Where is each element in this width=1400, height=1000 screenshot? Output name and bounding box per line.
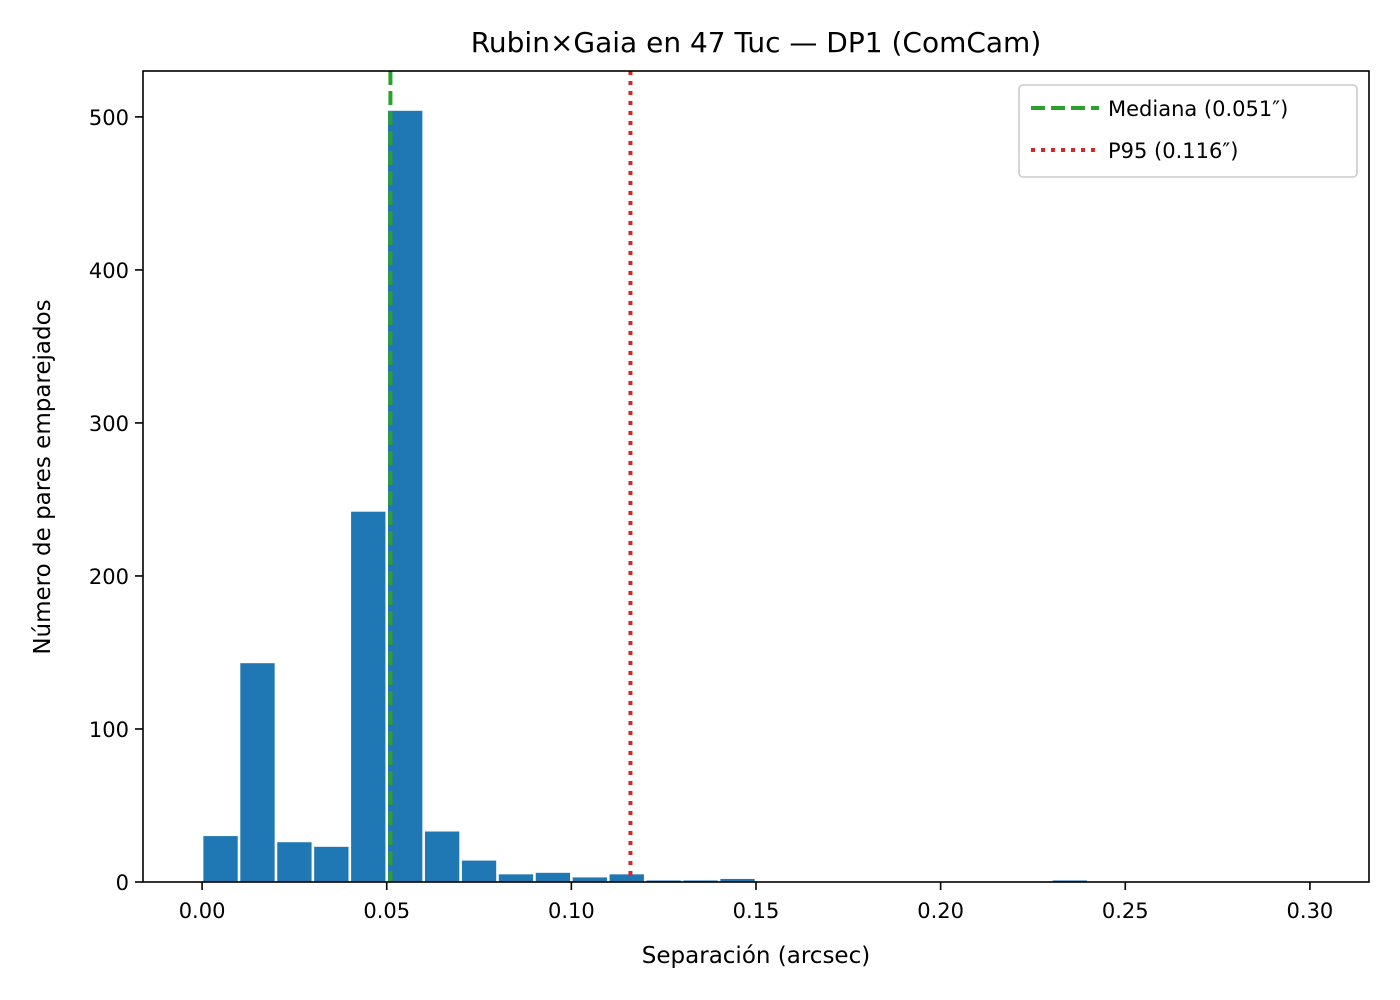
y-tick-label: 100: [89, 718, 129, 742]
x-tick-label: 0.20: [917, 899, 964, 923]
legend-label: Mediana (0.051″): [1108, 97, 1288, 121]
x-tick-label: 0.15: [733, 899, 780, 923]
histogram-bar: [720, 878, 755, 882]
x-axis: 0.00 0.05 0.10 0.15 0.20 0.25 0.30: [179, 882, 1334, 923]
x-axis-label: Separación (arcsec): [642, 943, 870, 969]
y-axis-label: Número de pares emparejados: [30, 299, 56, 654]
plot-frame: [142, 70, 1370, 883]
histogram-bar: [203, 836, 238, 882]
x-tick-label: 0.10: [548, 899, 595, 923]
histogram-bar: [609, 874, 644, 882]
legend-label: P95 (0.116″): [1108, 139, 1238, 163]
histogram-bar: [535, 872, 571, 882]
y-tick-label: 500: [89, 106, 129, 130]
y-axis: 0 100 200 300 400 500: [89, 106, 143, 895]
histogram-bar: [351, 511, 386, 882]
histogram-bar: [424, 831, 460, 882]
x-tick-label: 0.25: [1102, 899, 1149, 923]
y-tick-label: 0: [116, 871, 129, 895]
y-tick-label: 300: [89, 412, 129, 436]
legend-box: [1018, 84, 1358, 178]
x-tick-label: 0.00: [179, 899, 226, 923]
x-tick-label: 0.05: [363, 899, 410, 923]
histogram-bar: [572, 877, 607, 882]
legend: Mediana (0.051″) P95 (0.116″): [1018, 84, 1358, 178]
reference-lines-layer: [388, 71, 633, 882]
y-tick-label: 400: [89, 259, 129, 283]
histogram-bar: [314, 846, 349, 882]
histogram-bar: [240, 663, 275, 882]
x-tick-label: 0.30: [1287, 899, 1334, 923]
y-tick-label: 200: [89, 565, 129, 589]
histogram-bar: [277, 842, 312, 882]
histogram-bar: [498, 874, 534, 882]
bars-layer: [203, 110, 1088, 882]
histogram-bar: [388, 110, 423, 882]
chart-title: Rubin×Gaia en 47 Tuc — DP1 (ComCam): [471, 26, 1042, 59]
histogram-bar: [461, 860, 497, 882]
